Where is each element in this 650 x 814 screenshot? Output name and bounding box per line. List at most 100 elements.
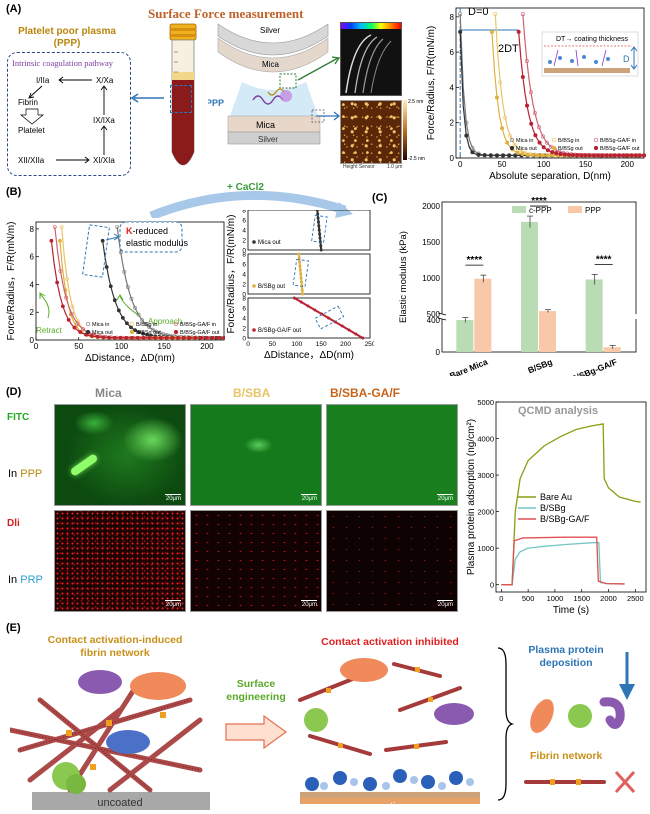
chart-c-ytick-label: 500 (427, 310, 441, 319)
chart-a-point (558, 152, 563, 157)
chart-c-legend-swatch (512, 206, 526, 213)
chart-b-point (154, 329, 159, 334)
chart-a-point (476, 152, 481, 157)
uncoated-illustration: uncoated (10, 670, 210, 810)
chart-a-point (633, 153, 638, 158)
chart-b-point (210, 336, 215, 340)
chart-c-legend-label: c-PPP (529, 206, 552, 215)
chart-qcmd-ytick-label: 3000 (477, 471, 494, 480)
chart-b-point (60, 304, 65, 309)
chart-qcmd-xtick-label: 2500 (627, 594, 644, 603)
chart-a-legend-label: B/BSg-GA/F in (600, 138, 636, 144)
deposition-proteins (530, 697, 625, 733)
mica-bottom-label: Mica (256, 120, 275, 130)
chart-a-point (458, 12, 463, 17)
chart-a-point (540, 153, 545, 158)
chart-b-point (150, 327, 155, 332)
chart-a-point (525, 103, 530, 108)
chart-b-legend-label: B/BSg in (136, 322, 157, 328)
fibrin-network-label: Fibrin network (530, 750, 603, 762)
chart-br-point (319, 244, 323, 248)
chart-br-legend-label: B/SBg-GA/F out (258, 328, 301, 334)
chart-br-ytick-label: 0 (242, 248, 246, 255)
silver-bottom-label: Silver (258, 135, 278, 144)
uncoated-label: uncoated (97, 797, 142, 809)
chart-qcmd-series-1 (501, 542, 625, 586)
chart-b-point (108, 284, 113, 289)
chart-a-point (494, 153, 499, 158)
chart-b-ytick-label: 4 (30, 280, 35, 289)
col-header-bsba: B/SBA (233, 386, 271, 400)
chart-b-legend-marker (129, 321, 135, 327)
chart-a-point (498, 80, 503, 85)
chart-a-point (625, 153, 630, 158)
chart-br-ytick-label: 0 (242, 336, 246, 343)
chart-c-significance: **** (467, 255, 483, 266)
chart-b-point (187, 336, 192, 340)
chart-a-point (532, 111, 537, 116)
chart-br-point (299, 272, 303, 276)
right-brace (497, 647, 514, 801)
chart-a-legend-marker (551, 145, 557, 151)
chart-c-bar-PPP (474, 278, 492, 352)
col-header-bsba-gaf: B/SBA-GA/F (330, 386, 400, 400)
chart-b-point (153, 336, 157, 340)
chart-c-significance: **** (596, 254, 612, 265)
ppp-title-line2: (PPP) (53, 38, 81, 49)
down-arrow-icon (619, 652, 635, 700)
chart-a-annot-d0: D=0 (468, 6, 489, 18)
chart-br-ytick-label: 6 (242, 218, 246, 225)
chart-a-point (493, 12, 498, 17)
chart-br-point (318, 236, 322, 240)
chart-a-point (616, 153, 621, 158)
chart-a-frame (455, 7, 645, 159)
chart-a-point (570, 153, 575, 158)
chart-br-frame (247, 253, 371, 295)
chart-a-point (562, 152, 567, 157)
chart-a-legend-label: Mica out (516, 146, 537, 152)
chart-a-point (501, 153, 506, 158)
chart-a-xtick-label: 50 (498, 160, 507, 169)
chart-qcmd-frame (495, 401, 647, 593)
chart-a-point (550, 150, 555, 155)
chart-br-point (299, 280, 303, 284)
e-right-title-line2: deposition (539, 657, 593, 669)
chart-br-point (297, 256, 301, 260)
chart-b-xtick-label: 100 (115, 342, 129, 351)
chart-a-point (583, 153, 588, 158)
chart-a-point (608, 153, 613, 158)
chart-b-point (143, 322, 148, 326)
chart-qcmd-xtick-label: 2000 (600, 594, 617, 603)
row-label-in-prp: In PRP (8, 574, 43, 586)
chart-b-ytick-label: 0 (30, 336, 35, 345)
chart-b-right: Force/Radius，F/R(mN/m) 0 2 4 6 8 Mica out 0 2 4 6 8… (226, 210, 374, 361)
zoom-arrows (297, 56, 341, 121)
chart-qcmd-series-0 (501, 423, 641, 586)
fitc-mica-image: 20μm (54, 404, 186, 506)
chart-b-point (130, 335, 134, 340)
chart-br-highlight (311, 214, 328, 244)
chart-b-ytick-label: 6 (30, 253, 35, 262)
chart-br-point (301, 292, 305, 296)
chart-a-point (520, 74, 525, 79)
chart-c-bar-c-PPP (585, 279, 603, 352)
chart-b-point (64, 295, 68, 300)
pathway-diagram: I/IIa X/Xa Fibrin IX/IXa Platelet XII/XI… (18, 76, 115, 165)
surface-eng-line2: engineering (226, 691, 286, 703)
chart-b-point (116, 308, 121, 313)
chart-b-point (129, 296, 134, 301)
chart-a-point (524, 58, 529, 63)
chart-b-point (52, 224, 57, 229)
chart-a-point (629, 153, 634, 158)
chart-b-point (204, 336, 209, 340)
chart-c-ytick-label: 1000 (422, 274, 440, 283)
chart-br-point (316, 216, 320, 220)
chart-b-legend-label: B/BSg-GA/F in (180, 322, 216, 328)
chart-qcmd-legend-label: Bare Au (540, 492, 572, 502)
silver-top-label: Silver (260, 26, 280, 35)
chart-b-point (133, 328, 137, 333)
chart-qcmd-xtick-label: 500 (522, 594, 535, 603)
chart-a-xlabel: Absolute separation, D(nm) (489, 171, 611, 182)
chart-br-frame (247, 210, 371, 251)
chart-b-point (89, 334, 94, 338)
